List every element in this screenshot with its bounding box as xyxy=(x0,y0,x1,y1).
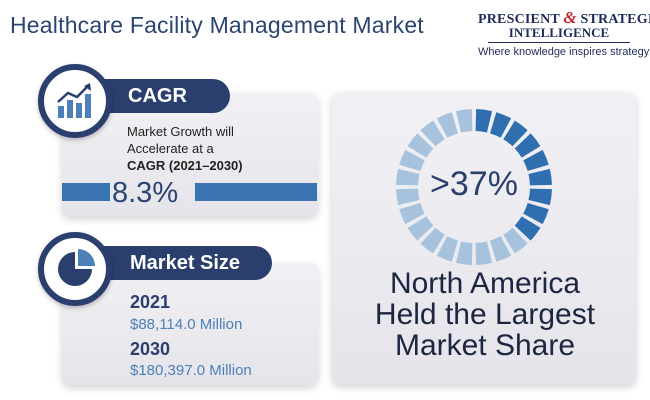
ring-segment-empty xyxy=(407,133,434,158)
cagr-accent-bar-right xyxy=(195,183,317,201)
ring-segment-filled xyxy=(475,109,493,133)
company-logo: PRESCIENT & STRATEGIC INTELLIGENCE Where… xyxy=(478,8,650,64)
ring-segment-empty xyxy=(396,188,420,206)
ring-segment-empty xyxy=(396,168,420,186)
ring-segment-empty xyxy=(407,216,434,241)
ring-segment-filled xyxy=(514,216,541,241)
share-caption-line-2: Held the Largest xyxy=(374,298,596,331)
logo-tagline: Where knowledge inspires strategy xyxy=(478,46,650,58)
share-caption-line-3: Market Share xyxy=(394,329,576,362)
ring-segment-filled xyxy=(489,112,512,138)
ring-segment-empty xyxy=(420,120,445,147)
ring-segment-filled xyxy=(514,133,541,158)
ring-segment-empty xyxy=(489,236,512,262)
market-size-amount-2021: $88,114.0 Million xyxy=(130,316,243,333)
market-size-year-2030: 2030 xyxy=(130,339,171,359)
segmented-ring-chart xyxy=(396,109,552,265)
ring-segment-filled xyxy=(503,120,528,147)
ring-segment-empty xyxy=(455,241,473,265)
ring-segment-empty xyxy=(399,202,425,225)
logo-line-2: INTELLIGENCE xyxy=(508,25,610,40)
ring-segment-empty xyxy=(503,227,528,254)
cagr-value: 8.3% xyxy=(112,177,179,209)
share-panel xyxy=(332,92,636,384)
share-caption: North America Held the Largest Market Sh… xyxy=(340,268,630,361)
ring-segment-empty xyxy=(399,149,425,172)
market-size-year-2021: 2021 xyxy=(130,292,171,312)
ring-segment-filled xyxy=(523,202,549,225)
ring-segment-empty xyxy=(420,227,445,254)
ring-segment-empty xyxy=(436,236,459,262)
share-donut: >37% xyxy=(389,102,559,272)
share-caption-line-1: North America xyxy=(389,267,581,300)
ring-segment-filled xyxy=(523,149,549,172)
pie-chart-icon xyxy=(38,232,112,306)
market-size-amount-2030: $180,397.0 Million xyxy=(130,362,252,379)
ring-segment-filled xyxy=(528,168,552,186)
cagr-accent-bar-left xyxy=(62,183,110,201)
ring-segment-empty xyxy=(436,112,459,138)
ring-segment-filled xyxy=(528,188,552,206)
logo-line-1: PRESCIENT & STRATEGIC xyxy=(478,8,650,27)
share-percentage: >37% xyxy=(430,165,518,203)
logo-divider xyxy=(488,42,630,43)
page-title: Healthcare Facility Management Market xyxy=(10,12,424,38)
cagr-description: Market Growth will Accelerate at a CAGR … xyxy=(127,124,243,173)
bar-chart-growth-icon xyxy=(38,64,112,138)
ring-segment-empty xyxy=(475,241,493,265)
ring-segment-empty xyxy=(455,109,473,133)
cagr-label: CAGR xyxy=(128,84,187,107)
market-size-label: Market Size xyxy=(130,251,241,274)
